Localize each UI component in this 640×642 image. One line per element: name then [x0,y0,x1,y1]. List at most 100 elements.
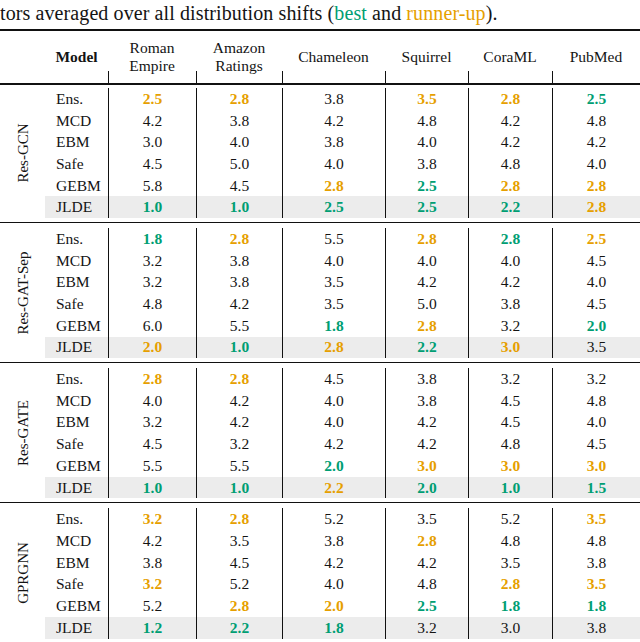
value-cell: 2.2 [468,196,552,218]
column-header-squirrel: Squirrel [385,31,468,83]
value-cell: 4.2 [196,390,282,412]
model-name-cell: Ens. [45,228,108,250]
model-name-cell: Safe [45,293,108,315]
value-cell: 5.5 [196,455,282,477]
value-cell: 3.5 [468,552,552,574]
value-cell: 4.0 [108,390,196,412]
value-cell: 3.8 [108,552,196,574]
value-cell: 1.0 [108,196,196,218]
value-cell: 2.8 [108,368,196,390]
value-cell: 2.8 [196,228,282,250]
value-cell: 3.8 [196,272,282,294]
value-cell: 4.5 [468,412,552,434]
model-name-cell: JLDE [45,196,108,218]
value-cell: 2.5 [385,595,468,617]
value-cell: 3.5 [385,88,468,110]
value-cell: 4.5 [108,153,196,175]
value-cell: 4.2 [468,110,552,132]
value-cell: 1.8 [552,595,640,617]
value-cell: 4.5 [196,552,282,574]
value-cell: 4.8 [385,110,468,132]
value-cell: 4.0 [282,250,385,272]
value-cell: 3.2 [108,250,196,272]
group-label-text: Res-GCN [14,123,31,182]
model-name-cell: JLDE [45,477,108,499]
value-cell: 3.0 [468,617,552,639]
value-cell: 4.5 [282,368,385,390]
value-cell: 2.8 [552,196,640,218]
column-header-amazon-ratings: Amazon Ratings [196,31,282,83]
group-label-spacer [0,31,45,83]
value-cell: 1.2 [108,617,196,639]
value-cell: 5.0 [196,153,282,175]
value-cell: 4.8 [108,293,196,315]
value-cell: 4.2 [108,530,196,552]
value-cell: 4.2 [282,433,385,455]
value-cell: 4.5 [196,175,282,197]
value-cell: 4.0 [282,153,385,175]
value-cell: 4.0 [552,412,640,434]
model-name-cell: GEBM [45,315,108,337]
value-cell: 4.2 [282,552,385,574]
value-cell: 3.5 [385,508,468,530]
group-res-gate: Res-GATEEns.2.82.84.53.83.23.2MCD4.04.24… [0,365,640,500]
value-cell: 2.0 [108,337,196,359]
value-cell: 4.5 [468,390,552,412]
value-cell: 2.8 [196,368,282,390]
model-name-cell: JLDE [45,337,108,359]
value-cell: 2.8 [552,175,640,197]
value-cell: 4.5 [552,293,640,315]
value-cell: 6.0 [108,315,196,337]
caption-prefix: tors averaged over all distribution shif… [0,2,334,24]
caption-suffix: ). [486,2,498,24]
caption-best-legend: best [334,2,367,24]
model-name-cell: Safe [45,153,108,175]
value-cell: 3.0 [108,131,196,153]
value-cell: 5.5 [108,455,196,477]
value-cell: 4.5 [108,433,196,455]
value-cell: 3.8 [468,293,552,315]
value-cell: 3.2 [108,508,196,530]
value-cell: 2.2 [385,337,468,359]
value-cell: 2.5 [282,196,385,218]
value-cell: 3.8 [282,88,385,110]
value-cell: 1.0 [196,477,282,499]
group-separator-rule [0,362,640,363]
model-name-cell: Ens. [45,508,108,530]
value-cell: 5.5 [196,315,282,337]
value-cell: 4.5 [552,433,640,455]
value-cell: 3.8 [196,110,282,132]
value-cell: 2.0 [552,315,640,337]
value-cell: 4.5 [552,250,640,272]
value-cell: 2.2 [196,617,282,639]
model-name-cell: EBM [45,552,108,574]
value-cell: 4.2 [196,412,282,434]
model-name-cell: MCD [45,250,108,272]
value-cell: 4.2 [468,131,552,153]
value-cell: 4.8 [468,433,552,455]
value-cell: 3.0 [385,455,468,477]
value-cell: 1.5 [552,477,640,499]
value-cell: 2.0 [282,595,385,617]
model-name-cell: Safe [45,433,108,455]
value-cell: 4.0 [196,131,282,153]
value-cell: 3.2 [552,368,640,390]
value-cell: 4.8 [468,153,552,175]
value-cell: 4.2 [385,272,468,294]
value-cell: 4.8 [552,110,640,132]
value-cell: 4.0 [282,390,385,412]
value-cell: 4.2 [385,412,468,434]
value-cell: 5.2 [108,595,196,617]
value-cell: 2.5 [385,175,468,197]
value-cell: 5.2 [282,508,385,530]
value-cell: 3.8 [552,617,640,639]
value-cell: 4.0 [468,250,552,272]
table-body: Res-GCNEns.2.52.83.83.52.82.5MCD4.23.84.… [0,85,640,641]
value-cell: 2.2 [282,477,385,499]
value-cell: 4.0 [552,153,640,175]
value-cell: 2.5 [385,196,468,218]
value-cell: 2.8 [385,315,468,337]
model-name-cell: Ens. [45,88,108,110]
model-name-cell: EBM [45,412,108,434]
group-gprgnn: GPRGNNEns.3.22.85.23.55.23.5MCD4.23.53.8… [0,505,640,640]
